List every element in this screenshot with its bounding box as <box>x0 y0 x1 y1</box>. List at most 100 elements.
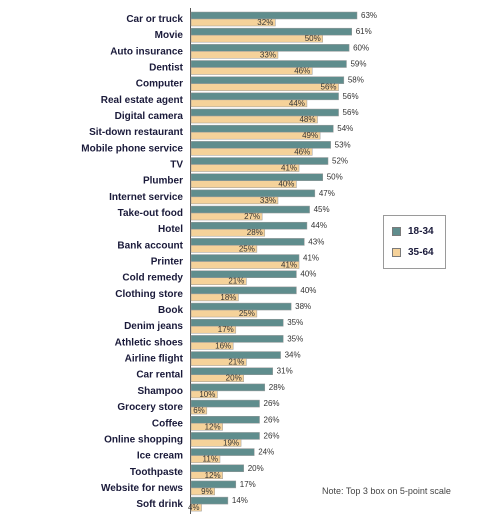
category-label-real-estate-agent: Real estate agent <box>101 95 184 106</box>
category-label-coffee: Coffee <box>152 418 184 429</box>
bar-35-64-online-shopping <box>190 439 242 447</box>
data-label-35-64-movie: 50% <box>305 34 321 43</box>
legend-item-18-34: 18-34 <box>392 226 434 237</box>
bar-35-64-airline-flight <box>190 358 247 366</box>
bar-35-64-sit-down-restaurant <box>190 131 321 140</box>
data-label-35-64-airline-flight: 21% <box>228 358 244 367</box>
bar-18-34-tv <box>190 157 329 165</box>
data-label-18-34-sit-down-restaurant: 54% <box>337 124 353 133</box>
data-label-35-64-dentist: 46% <box>294 67 310 76</box>
data-label-35-64-bank-account: 25% <box>239 244 255 253</box>
data-label-18-34-car-or-truck: 63% <box>361 11 377 20</box>
bar-18-34-movie <box>190 27 352 36</box>
bar-35-64-printer <box>190 261 300 269</box>
category-label-mobile-phone-service: Mobile phone service <box>81 143 183 154</box>
data-label-35-64-car-or-truck: 32% <box>257 18 273 27</box>
category-label-printer: Printer <box>151 257 183 268</box>
bar-35-64-grocery-store <box>190 406 208 415</box>
category-label-toothpaste: Toothpaste <box>130 467 184 478</box>
data-label-35-64-cold-remedy: 21% <box>228 277 244 286</box>
data-label-18-34-digital-camera: 56% <box>343 108 359 117</box>
data-label-18-34-dentist: 59% <box>350 60 366 69</box>
bar-35-64-website-for-news <box>190 487 215 496</box>
bar-35-64-dentist <box>190 67 313 75</box>
data-label-35-64-auto-insurance: 33% <box>260 50 276 59</box>
bar-35-64-ice-cream <box>190 455 221 463</box>
bar-35-64-hotel <box>190 228 266 237</box>
category-label-denim-jeans: Denim jeans <box>124 321 183 332</box>
category-label-grocery-store: Grocery store <box>117 402 183 413</box>
data-label-18-34-hotel: 44% <box>311 221 327 230</box>
data-label-18-34-car-rental: 31% <box>277 367 293 376</box>
bar-35-64-toothpaste <box>190 471 223 480</box>
category-label-movie: Movie <box>155 30 184 41</box>
data-label-35-64-grocery-store: 6% <box>193 406 205 415</box>
bar-35-64-bank-account <box>190 245 258 253</box>
category-label-clothing-store: Clothing store <box>115 289 183 300</box>
legend-swatch-35-64 <box>392 247 401 257</box>
data-label-18-34-tv: 52% <box>332 157 348 166</box>
data-label-18-34-clothing-store: 40% <box>300 286 316 295</box>
data-label-35-64-plumber: 40% <box>278 180 294 189</box>
chart-marks: Car or truck 63% 32% Movie 61% 50% Auto insura… <box>81 11 377 512</box>
data-label-18-34-toothpaste: 20% <box>248 464 264 473</box>
category-label-shampoo: Shampoo <box>137 386 183 397</box>
data-label-18-34-book: 38% <box>295 302 311 311</box>
data-label-18-34-athletic-shoes: 35% <box>287 334 303 343</box>
data-label-35-64-toothpaste: 12% <box>205 471 221 480</box>
category-label-tv: TV <box>170 160 183 171</box>
category-label-ice-cream: Ice cream <box>137 451 183 462</box>
data-label-18-34-internet-service: 47% <box>319 189 335 198</box>
bar-35-64-auto-insurance <box>190 51 279 59</box>
bar-18-34-website-for-news <box>190 480 237 489</box>
bar-18-34-athletic-shoes <box>190 335 284 343</box>
data-label-35-64-digital-camera: 48% <box>299 115 315 124</box>
category-label-athletic-shoes: Athletic shoes <box>115 337 184 348</box>
category-label-soft-drink: Soft drink <box>136 499 183 510</box>
data-label-35-64-printer: 41% <box>281 261 297 270</box>
data-label-35-64-online-shopping: 19% <box>223 438 239 447</box>
bar-18-34-soft-drink <box>190 496 229 505</box>
data-label-18-34-real-estate-agent: 56% <box>343 92 359 101</box>
data-label-18-34-website-for-news: 17% <box>240 480 256 489</box>
bar-35-64-denim-jeans <box>190 325 237 334</box>
bar-18-34-car-or-truck <box>190 11 358 20</box>
bar-18-34-coffee <box>190 416 260 424</box>
category-label-book: Book <box>158 305 183 316</box>
category-label-take-out-food: Take-out food <box>118 208 183 219</box>
bar-18-34-plumber <box>190 173 323 181</box>
chart-note: Note: Top 3 box on 5-point scale <box>322 486 451 496</box>
category-label-internet-service: Internet service <box>109 192 183 203</box>
bar-35-64-plumber <box>190 180 297 188</box>
category-label-car-or-truck: Car or truck <box>126 14 183 25</box>
category-label-digital-camera: Digital camera <box>115 111 184 122</box>
data-label-18-34-soft-drink: 14% <box>232 496 248 505</box>
category-label-bank-account: Bank account <box>117 240 183 251</box>
bar-18-34-ice-cream <box>190 448 255 456</box>
legend-swatch-18-34 <box>392 226 401 236</box>
data-label-18-34-coffee: 26% <box>264 415 280 424</box>
category-label-airline-flight: Airline flight <box>125 354 184 365</box>
data-label-18-34-bank-account: 43% <box>308 237 324 246</box>
bar-35-64-internet-service <box>190 196 279 205</box>
bar-18-34-dentist <box>190 60 347 68</box>
data-label-18-34-printer: 41% <box>303 254 319 263</box>
bar-35-64-computer <box>190 83 339 91</box>
data-label-35-64-car-rental: 20% <box>226 374 242 383</box>
bar-35-64-take-out-food <box>190 212 263 221</box>
data-label-35-64-real-estate-agent: 44% <box>289 99 305 108</box>
bar-35-64-mobile-phone-service <box>190 148 313 156</box>
data-label-18-34-mobile-phone-service: 53% <box>335 140 351 149</box>
bar-18-34-shampoo <box>190 383 266 392</box>
bar-18-34-digital-camera <box>190 108 339 117</box>
category-label-cold-remedy: Cold remedy <box>122 273 183 284</box>
category-label-plumber: Plumber <box>143 176 183 187</box>
bar-35-64-book <box>190 309 258 318</box>
data-label-35-64-coffee: 12% <box>205 422 221 431</box>
data-label-18-34-airline-flight: 34% <box>285 351 301 360</box>
data-label-18-34-take-out-food: 45% <box>314 205 330 214</box>
data-label-35-64-hotel: 28% <box>247 228 263 237</box>
bar-35-64-digital-camera <box>190 115 318 124</box>
bar-35-64-car-rental <box>190 374 244 382</box>
bar-35-64-athletic-shoes <box>190 342 234 350</box>
